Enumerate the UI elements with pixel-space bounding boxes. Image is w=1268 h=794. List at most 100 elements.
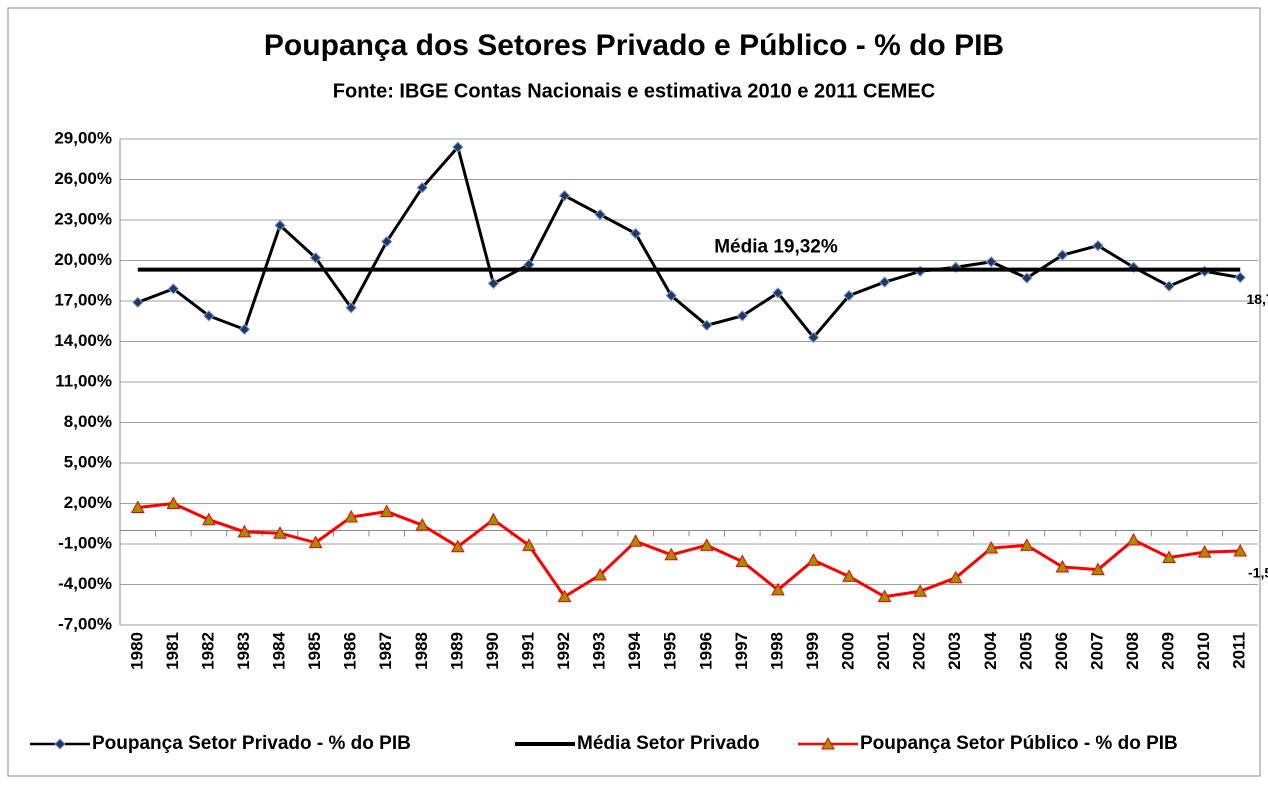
data-point	[344, 509, 358, 523]
y-tick-label: 17,00%	[54, 290, 112, 309]
x-tick-label: 1997	[732, 632, 751, 670]
y-tick-label: 29,00%	[54, 128, 112, 147]
data-point	[557, 589, 572, 603]
data-point	[806, 553, 821, 566]
series-line	[137, 501, 1241, 599]
x-tick-label: 1980	[127, 632, 146, 670]
chart-title: Poupança dos Setores Privado e Público -…	[264, 29, 1004, 62]
data-point	[699, 538, 714, 551]
data-point	[593, 568, 607, 581]
x-tick-label: 2000	[839, 632, 858, 670]
legend-label: Poupança Setor Privado - % do PIB	[92, 733, 411, 754]
x-tick-label: 1982	[198, 632, 217, 670]
data-point	[1056, 249, 1069, 261]
data-point	[985, 256, 997, 268]
data-point	[843, 289, 855, 302]
data-point	[736, 310, 749, 322]
chart-subtitle: Fonte: IBGE Contas Nacionais e estimativ…	[333, 80, 935, 102]
data-point	[1021, 272, 1033, 284]
data-point	[416, 181, 428, 194]
x-tick-label: 2001	[874, 632, 893, 670]
x-tick-label: 1988	[412, 632, 431, 670]
data-point	[202, 512, 216, 526]
data-point	[1233, 543, 1248, 557]
x-tick-label: 1989	[447, 632, 466, 670]
data-point	[1092, 239, 1104, 252]
x-tick-label: 1984	[270, 631, 289, 669]
data-point	[273, 526, 287, 539]
legend-label: Poupança Setor Público - % do PIB	[860, 733, 1178, 754]
data-point	[308, 535, 323, 549]
data-point	[166, 496, 181, 509]
data-point	[735, 554, 750, 568]
data-point	[665, 289, 677, 302]
x-tick-label: 1993	[590, 632, 609, 670]
x-tick-label: 1998	[767, 632, 786, 670]
data-point	[167, 283, 180, 295]
data-point	[594, 208, 606, 221]
data-point	[238, 323, 251, 336]
x-tick-label: 2011	[1230, 632, 1249, 669]
legend-label: Média Setor Privado	[577, 733, 760, 754]
data-point	[1162, 550, 1176, 563]
x-tick-label: 1987	[376, 632, 395, 670]
data-point	[1019, 538, 1034, 551]
y-tick-label: -1,00%	[58, 533, 112, 552]
y-tick-label: 5,00%	[64, 452, 112, 471]
chart-border	[7, 7, 1261, 777]
data-point	[772, 287, 784, 299]
data-point	[1055, 559, 1070, 573]
x-tick-label: 1992	[554, 632, 573, 670]
series-line	[137, 143, 1241, 340]
annotation: Média 19,32%	[714, 237, 838, 258]
data-point	[415, 518, 430, 531]
y-tick-label: -7,00%	[58, 614, 112, 633]
x-tick-label: 2005	[1016, 632, 1035, 670]
data-point	[877, 589, 892, 603]
legend-marker	[54, 738, 66, 750]
x-tick-label: 1985	[305, 632, 324, 670]
data-point	[452, 141, 464, 153]
y-tick-label: 11,00%	[55, 371, 112, 390]
data-point	[1234, 271, 1246, 284]
data-point	[237, 524, 252, 538]
y-tick-label: 8,00%	[64, 412, 112, 431]
x-tick-label: 1991	[518, 632, 537, 670]
y-tick-label: -4,00%	[58, 574, 112, 593]
x-tick-label: 1981	[163, 632, 182, 670]
y-tick-label: 2,00%	[64, 493, 112, 512]
data-point	[130, 500, 145, 514]
data-point	[203, 310, 215, 322]
x-tick-label: 1983	[234, 632, 253, 670]
x-tick-label: 2010	[1194, 632, 1213, 670]
x-tick-label: 1986	[341, 632, 360, 670]
data-point	[486, 512, 501, 526]
data-point	[487, 277, 500, 290]
x-tick-label: 2002	[910, 632, 929, 670]
data-point	[1091, 562, 1105, 576]
data-point	[274, 219, 286, 232]
x-tick-label: 2004	[981, 631, 1000, 669]
x-tick-label: 2009	[1159, 632, 1178, 670]
data-point	[345, 302, 357, 314]
data-point	[1197, 545, 1212, 558]
data-point	[381, 235, 393, 248]
data-point	[379, 504, 394, 518]
data-point	[558, 189, 571, 202]
legend-marker	[821, 736, 835, 750]
data-point	[1163, 280, 1175, 292]
data-point	[948, 570, 963, 584]
data-point	[664, 547, 679, 561]
x-tick-label: 1994	[625, 631, 644, 669]
data-point	[629, 227, 642, 240]
y-tick-label: 14,00%	[54, 331, 112, 350]
data-point	[628, 534, 643, 547]
data-label: -1,52%	[1248, 565, 1268, 581]
y-tick-label: 23,00%	[54, 209, 112, 228]
data-point	[771, 582, 785, 596]
x-tick-label: 2006	[1052, 632, 1071, 670]
data-point	[132, 296, 144, 309]
x-tick-label: 1990	[483, 632, 502, 670]
x-tick-label: 2003	[945, 632, 964, 670]
